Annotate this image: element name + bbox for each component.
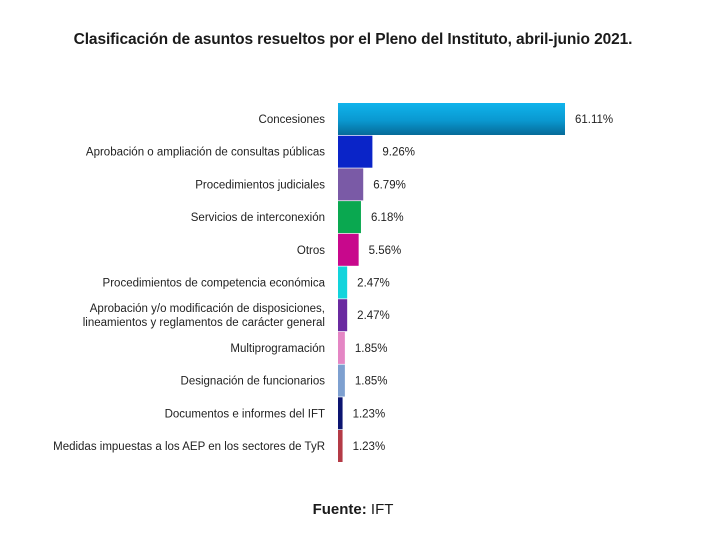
bar-10 <box>338 397 343 430</box>
category-label-7: Aprobación y/o modificación de disposici… <box>83 303 325 329</box>
bar-9 <box>338 364 345 397</box>
source-note: Fuente: IFT <box>0 501 706 518</box>
bar-1 <box>338 103 565 135</box>
bar-6 <box>338 266 348 299</box>
bar-chart: Concesiones 61.11% Aprobación o ampliación… <box>53 103 613 462</box>
chart-title: Clasificación de asuntos resueltos por e… <box>73 31 633 48</box>
bar-4 <box>338 201 361 234</box>
value-label-1: 61.11% <box>575 114 613 126</box>
category-label-10: Documentos e informes del IFT <box>165 408 325 420</box>
source-label: Fuente: <box>312 501 367 518</box>
value-label-6: 2.47% <box>357 278 390 290</box>
value-label-2: 9.26% <box>382 147 415 159</box>
value-label-7: 2.47% <box>357 310 390 322</box>
value-label-8: 1.85% <box>355 343 388 355</box>
bar-5 <box>338 233 359 266</box>
category-label-11: Medidas impuestas a los AEP en los secto… <box>53 441 325 453</box>
value-label-10: 1.23% <box>353 408 386 420</box>
category-label-8: Multiprogramación <box>230 343 325 355</box>
category-label-1: Concesiones <box>259 114 326 126</box>
category-label-6: Procedimientos de competencia económica <box>103 278 326 290</box>
bar-8 <box>338 331 345 364</box>
bar-11 <box>338 430 343 462</box>
value-label-11: 1.23% <box>353 441 386 453</box>
category-label-3: Procedimientos judiciales <box>195 179 325 191</box>
bar-3 <box>338 168 364 201</box>
bar-2 <box>338 135 373 168</box>
source-value: IFT <box>370 501 394 518</box>
bar-7 <box>338 299 348 332</box>
value-label-5: 5.56% <box>369 245 402 257</box>
value-label-9: 1.85% <box>355 376 388 388</box>
category-label-2: Aprobación o ampliación de consultas púb… <box>86 147 325 159</box>
category-label-4: Servicios de interconexión <box>191 212 325 224</box>
category-label-5: Otros <box>297 245 325 257</box>
value-label-3: 6.79% <box>373 179 406 191</box>
value-label-4: 6.18% <box>371 212 404 224</box>
category-label-9: Designación de funcionarios <box>181 376 326 388</box>
